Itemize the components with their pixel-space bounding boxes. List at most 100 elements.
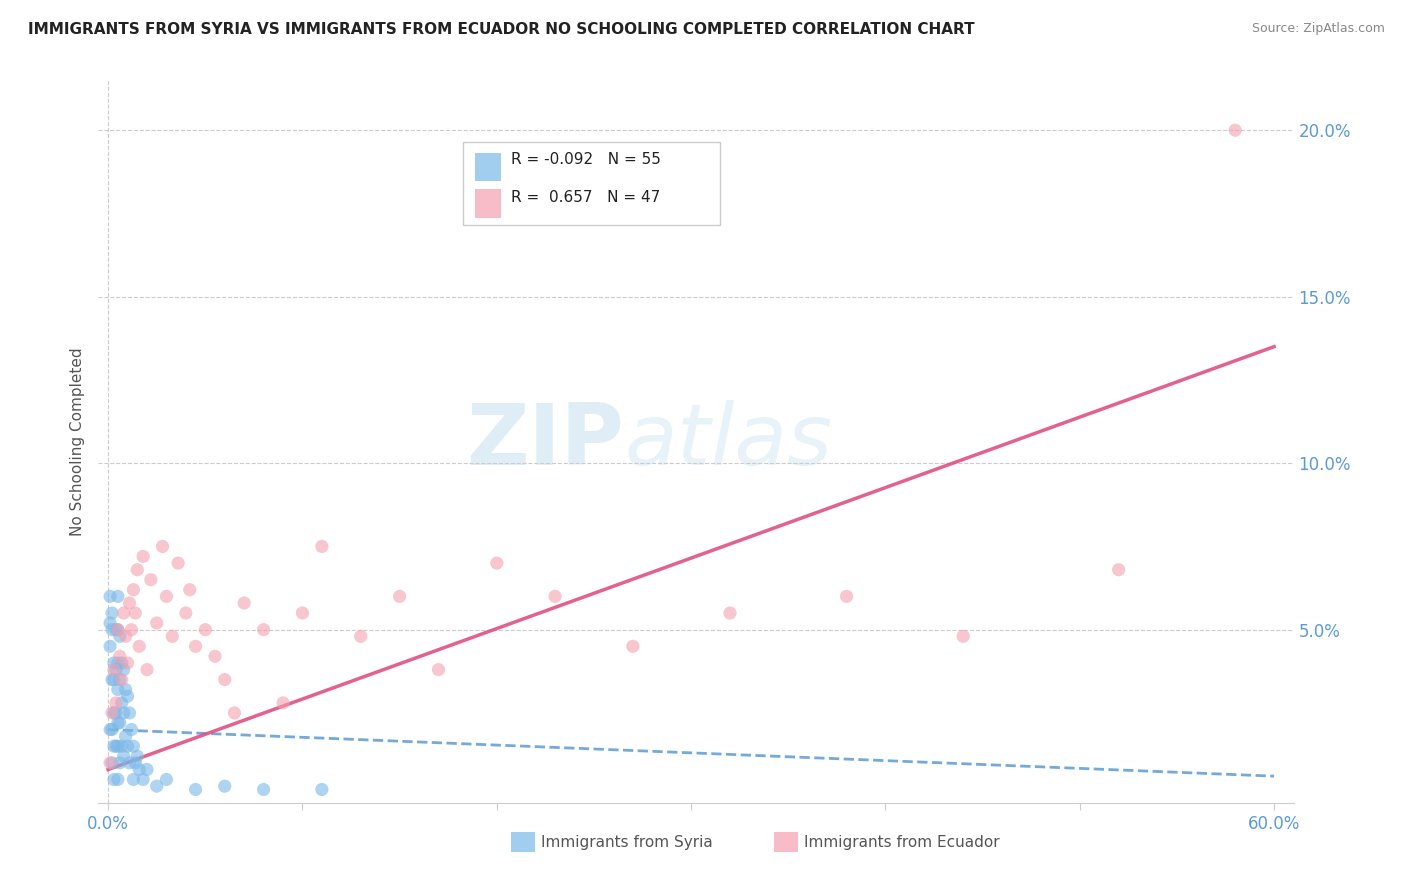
Point xyxy=(117,739,139,754)
Point xyxy=(107,715,129,730)
Bar xyxy=(475,188,501,218)
Point xyxy=(108,715,131,730)
Point xyxy=(111,656,134,670)
Point xyxy=(98,615,121,630)
Point xyxy=(718,606,741,620)
Point xyxy=(118,596,141,610)
Point xyxy=(101,673,124,687)
FancyBboxPatch shape xyxy=(463,142,720,225)
Point xyxy=(204,649,226,664)
Point xyxy=(104,623,127,637)
Point xyxy=(544,590,567,604)
Point xyxy=(111,696,134,710)
Point xyxy=(124,606,146,620)
Point xyxy=(184,640,207,654)
Point xyxy=(252,623,274,637)
Point xyxy=(112,706,135,720)
Point xyxy=(107,739,129,754)
Point xyxy=(145,615,167,630)
Point xyxy=(117,656,139,670)
Point xyxy=(311,540,333,554)
Point xyxy=(174,606,197,620)
Text: atlas: atlas xyxy=(624,400,832,483)
Point xyxy=(184,782,207,797)
Point xyxy=(101,623,124,637)
Point xyxy=(388,590,411,604)
Bar xyxy=(475,153,501,181)
Point xyxy=(128,763,150,777)
Text: Source: ZipAtlas.com: Source: ZipAtlas.com xyxy=(1251,22,1385,36)
Point xyxy=(162,629,184,643)
Point xyxy=(427,663,450,677)
Point xyxy=(98,640,121,654)
Point xyxy=(120,723,142,737)
Point xyxy=(103,673,125,687)
Point xyxy=(136,763,159,777)
Point xyxy=(122,739,145,754)
Point xyxy=(118,756,141,770)
Point xyxy=(111,739,134,754)
Point xyxy=(485,556,508,570)
Bar xyxy=(773,831,797,852)
Point xyxy=(132,772,155,787)
Point xyxy=(104,706,127,720)
Point xyxy=(108,756,131,770)
Point xyxy=(136,663,159,677)
Point xyxy=(214,779,236,793)
Point xyxy=(117,690,139,704)
Point xyxy=(224,706,246,720)
Point xyxy=(107,656,129,670)
Y-axis label: No Schooling Completed: No Schooling Completed xyxy=(70,347,86,536)
Point xyxy=(252,782,274,797)
Point xyxy=(107,623,129,637)
Text: IMMIGRANTS FROM SYRIA VS IMMIGRANTS FROM ECUADOR NO SCHOOLING COMPLETED CORRELAT: IMMIGRANTS FROM SYRIA VS IMMIGRANTS FROM… xyxy=(28,22,974,37)
Point xyxy=(108,673,131,687)
Point xyxy=(101,723,124,737)
Point xyxy=(127,749,149,764)
Point xyxy=(112,663,135,677)
Point xyxy=(98,756,121,770)
Text: R = -0.092   N = 55: R = -0.092 N = 55 xyxy=(510,153,661,168)
Point xyxy=(107,590,129,604)
Point xyxy=(118,706,141,720)
Point xyxy=(621,640,644,654)
Bar xyxy=(510,831,534,852)
Point xyxy=(103,706,125,720)
Point xyxy=(124,756,146,770)
Point xyxy=(271,696,294,710)
Point xyxy=(107,772,129,787)
Point xyxy=(233,596,256,610)
Point xyxy=(214,673,236,687)
Point xyxy=(112,606,135,620)
Point xyxy=(120,623,142,637)
Point xyxy=(145,779,167,793)
Point xyxy=(152,540,174,554)
Point xyxy=(104,696,127,710)
Text: Immigrants from Ecuador: Immigrants from Ecuador xyxy=(804,835,1000,850)
Point xyxy=(194,623,217,637)
Point xyxy=(108,649,131,664)
Point xyxy=(114,629,136,643)
Point xyxy=(112,749,135,764)
Point xyxy=(114,682,136,697)
Text: ZIP: ZIP xyxy=(467,400,624,483)
Point xyxy=(835,590,858,604)
Point xyxy=(103,663,125,677)
Point xyxy=(122,582,145,597)
Point xyxy=(114,729,136,743)
Point xyxy=(98,590,121,604)
Point xyxy=(311,782,333,797)
Point xyxy=(350,629,373,643)
Point xyxy=(107,623,129,637)
Point xyxy=(101,756,124,770)
Point xyxy=(1108,563,1130,577)
Point xyxy=(101,706,124,720)
Point xyxy=(127,563,149,577)
Point xyxy=(1225,123,1247,137)
Point xyxy=(101,606,124,620)
Text: R =  0.657   N = 47: R = 0.657 N = 47 xyxy=(510,190,659,205)
Point xyxy=(952,629,974,643)
Point xyxy=(132,549,155,564)
Point xyxy=(122,772,145,787)
Point xyxy=(104,663,127,677)
